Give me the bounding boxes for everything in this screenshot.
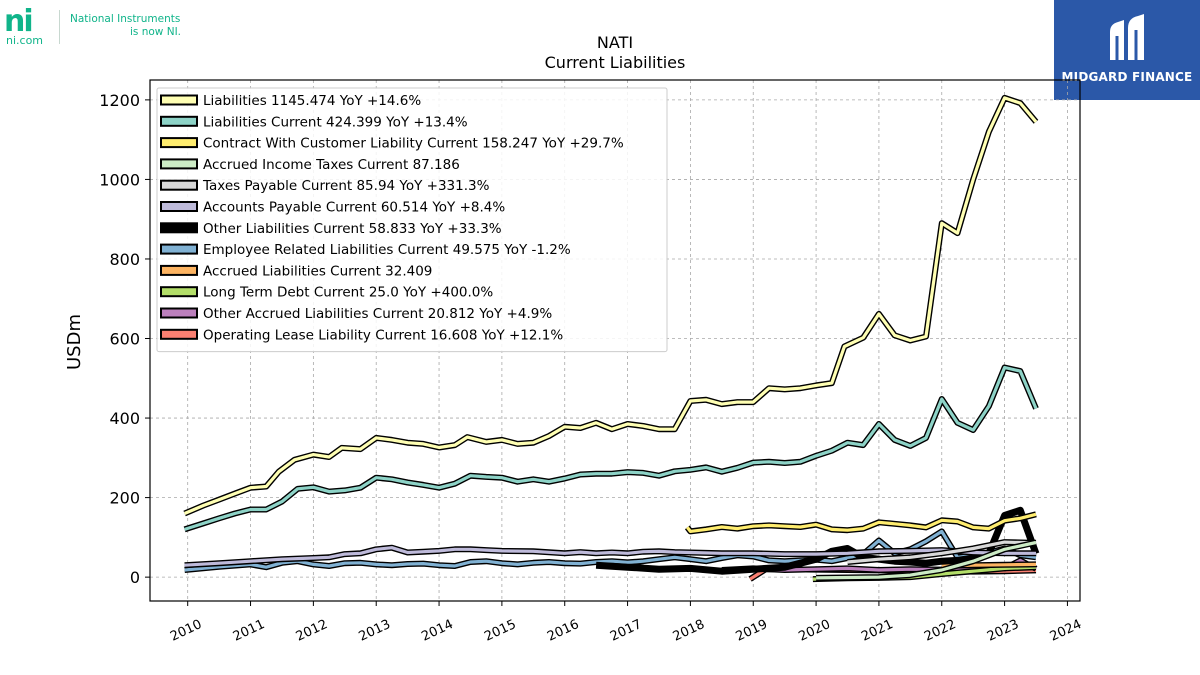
x-tick-label: 2013: [357, 617, 393, 645]
series-line: [184, 544, 1036, 569]
y-tick-label: 400: [109, 409, 140, 428]
x-tick-label: 2010: [168, 617, 204, 645]
legend-entry: Long Term Debt Current 25.0 YoY +400.0%: [160, 285, 493, 301]
legend-label: Operating Lease Liability Current 16.608…: [203, 327, 563, 343]
series-line: [816, 539, 1037, 581]
x-tick-label: 2021: [859, 617, 895, 645]
legend-swatch: [160, 137, 198, 149]
ni-tagline-line2: is now NI.: [130, 26, 182, 38]
legend-label: Other Accrued Liabilities Current 20.812…: [203, 306, 552, 322]
legend-entry: Liabilities 1145.474 YoY +14.6%: [160, 93, 421, 109]
ni-logo-divider: [59, 10, 60, 44]
x-tick-label: 2014: [419, 617, 455, 645]
x-tick-label: 2012: [294, 617, 330, 645]
series-line-core: [686, 512, 1037, 534]
legend-label: Taxes Payable Current 85.94 YoY +331.3%: [202, 178, 490, 194]
midgard-emblem-icon: [1110, 14, 1144, 60]
x-tick-label: 2024: [1048, 617, 1084, 645]
ni-logo-mark: ni: [4, 4, 34, 39]
ni-tagline-line1: National Instruments: [70, 13, 181, 25]
y-tick-label: 600: [109, 330, 140, 349]
y-tick-label: 0: [130, 568, 140, 587]
legend-entry: Other Accrued Liabilities Current 20.812…: [160, 306, 552, 322]
legend-swatch: [160, 328, 198, 340]
series-line: [183, 364, 1039, 533]
legend-swatch: [160, 115, 198, 127]
legend-entry: Employee Related Liabilities Current 49.…: [160, 242, 571, 258]
series-line-core: [183, 96, 1038, 515]
y-tick-label: 1000: [99, 170, 140, 189]
legend-label: Accrued Income Taxes Current 87.186: [203, 157, 460, 173]
legend-label: Other Liabilities Current 58.833 YoY +33…: [203, 221, 502, 237]
x-tick-label: 2015: [482, 617, 518, 645]
legend-swatch: [160, 201, 198, 212]
x-tick-label: 2017: [608, 617, 644, 645]
legend-label: Contract With Customer Liability Current…: [203, 136, 624, 152]
legend-swatch: [160, 222, 198, 234]
legend-entry: Contract With Customer Liability Current…: [160, 136, 624, 152]
series-line: [684, 511, 1037, 535]
legend-entry: Taxes Payable Current 85.94 YoY +331.3%: [160, 178, 490, 194]
legend-label: Employee Related Liabilities Current 49.…: [203, 242, 571, 258]
legend-entry: Operating Lease Liability Current 16.608…: [160, 327, 563, 343]
legend-label: Long Term Debt Current 25.0 YoY +400.0%: [203, 285, 493, 301]
legend-swatch: [160, 286, 198, 298]
plot-frame: [149, 79, 1081, 602]
legend-swatch: [160, 243, 198, 255]
y-tick-label: 200: [109, 489, 140, 508]
legend-box: [156, 87, 668, 353]
legend-entry: Accounts Payable Current 60.514 YoY +8.4…: [160, 200, 505, 216]
x-tick-label: 2011: [231, 617, 267, 645]
series-line-core: [847, 540, 1037, 564]
series-line-core: [816, 540, 1037, 580]
series-line-casing: [183, 364, 1039, 533]
series-line-core: [184, 365, 1038, 531]
legend-entry: Liabilities Current 424.399 YoY +13.4%: [160, 114, 468, 130]
midgard-finance-logo: MIDGARD FINANCE: [1054, 0, 1200, 100]
legend-entry: Accrued Income Taxes Current 87.186: [160, 157, 460, 173]
legend-swatch: [160, 264, 198, 276]
chart-subtitle: Current Liabilities: [545, 53, 686, 72]
midgard-finance-text: MIDGARD FINANCE: [1061, 70, 1193, 84]
x-tick-label: 2023: [985, 617, 1021, 645]
y-tick-label: 1200: [99, 91, 140, 110]
legend-label: Accrued Liabilities Current 32.409: [203, 263, 432, 279]
legend-label: Liabilities 1145.474 YoY +14.6%: [203, 93, 421, 109]
y-axis-label: USDm: [64, 314, 85, 370]
series-line: [183, 94, 1039, 517]
legend-swatch: [160, 307, 198, 319]
series-line-core: [184, 546, 1036, 567]
x-tick-label: 2016: [545, 617, 581, 645]
series-line: [847, 539, 1037, 565]
legend-swatch: [160, 179, 198, 191]
legend-label: Accounts Payable Current 60.514 YoY +8.4…: [203, 200, 505, 216]
chart-title: NATI: [597, 33, 633, 52]
y-tick-label: 800: [109, 250, 140, 269]
legend-entry: Other Liabilities Current 58.833 YoY +33…: [160, 221, 502, 237]
legend-swatch: [160, 158, 198, 170]
x-tick-label: 2019: [734, 617, 770, 645]
legend-entry: Accrued Liabilities Current 32.409: [160, 263, 432, 279]
legend-label: Liabilities Current 424.399 YoY +13.4%: [203, 114, 468, 130]
x-tick-label: 2022: [922, 617, 958, 645]
ni-logo: ni ni.com National Instruments is now NI…: [4, 4, 184, 48]
x-tick-label: 2018: [671, 617, 707, 645]
legend-swatch: [160, 94, 198, 106]
ni-logo-domain: ni.com: [6, 34, 44, 47]
x-tick-label: 2020: [796, 617, 832, 645]
